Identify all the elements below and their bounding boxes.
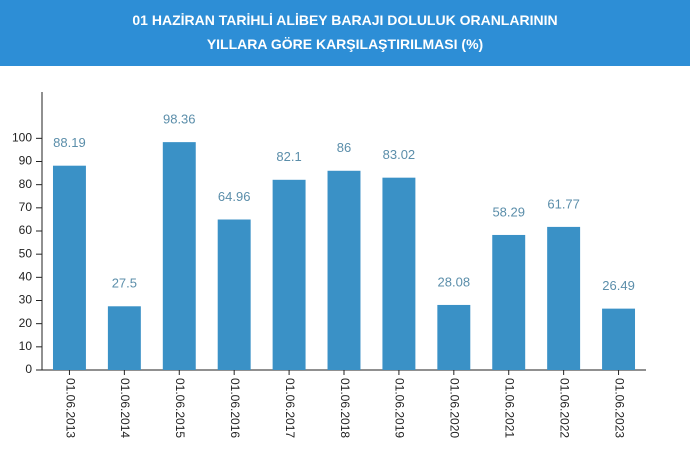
y-tick-label: 10 <box>19 339 33 353</box>
y-tick-label: 0 <box>25 362 32 376</box>
value-label: 88.19 <box>53 135 86 150</box>
x-tick-label: 01.06.2016 <box>228 378 242 438</box>
y-tick-label: 40 <box>19 270 33 284</box>
y-tick-label: 90 <box>19 154 33 168</box>
value-label: 82.1 <box>276 149 301 164</box>
x-tick-label: 01.06.2014 <box>118 378 132 438</box>
value-label: 64.96 <box>218 189 251 204</box>
y-tick-label: 20 <box>19 316 33 330</box>
y-tick-label: 50 <box>19 246 33 260</box>
bar <box>492 234 526 370</box>
value-label: 28.08 <box>438 274 471 289</box>
bar <box>382 177 416 370</box>
value-label: 61.77 <box>547 196 580 211</box>
x-tick-label: 01.06.2017 <box>283 378 297 438</box>
x-tick-label: 01.06.2022 <box>557 378 571 438</box>
bar <box>547 226 581 370</box>
x-tick-label: 01.06.2023 <box>612 378 626 438</box>
y-tick-label: 80 <box>19 177 33 191</box>
value-label: 86 <box>337 140 351 155</box>
y-tick-label: 100 <box>12 131 32 145</box>
chart-title: 01 HAZİRAN TARİHLİ ALİBEY BARAJI DOLULUK… <box>0 0 690 66</box>
x-tick-label: 01.06.2015 <box>173 378 187 438</box>
value-label: 98.36 <box>163 112 196 127</box>
x-tick-label: 01.06.2013 <box>63 378 77 438</box>
bar <box>602 308 636 370</box>
x-tick-label: 01.06.2021 <box>503 378 517 438</box>
y-tick-label: 30 <box>19 293 33 307</box>
x-tick-label: 01.06.2020 <box>448 378 462 438</box>
bar <box>107 306 141 370</box>
bar <box>437 304 471 370</box>
value-label: 58.29 <box>492 204 525 219</box>
value-label: 27.5 <box>112 276 137 291</box>
bar <box>217 219 251 370</box>
bar <box>272 179 306 370</box>
x-tick-label: 01.06.2019 <box>393 378 407 438</box>
y-tick-label: 70 <box>19 200 33 214</box>
y-tick-label: 60 <box>19 223 33 237</box>
x-tick-label: 01.06.2018 <box>338 378 352 438</box>
value-label: 26.49 <box>602 278 635 293</box>
value-label: 83.02 <box>383 147 416 162</box>
bar <box>52 165 86 370</box>
bar <box>327 170 361 370</box>
bar <box>162 142 196 370</box>
